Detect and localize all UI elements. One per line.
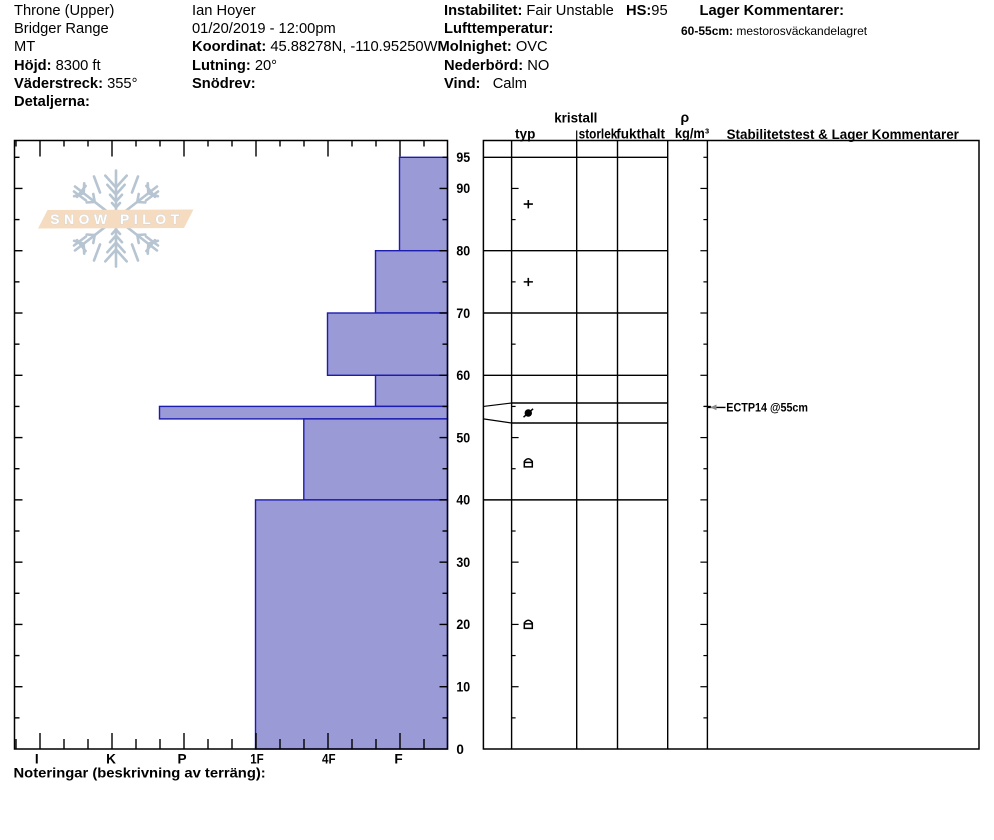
svg-text:50: 50 [456,430,470,445]
svg-text:30: 30 [456,555,470,570]
svg-text:kristall: kristall [554,110,597,126]
svg-text:20: 20 [456,617,470,632]
svg-text:1F: 1F [250,751,264,766]
svg-text:ρ: ρ [680,109,689,125]
svg-text:4F: 4F [322,751,336,766]
svg-text:I: I [35,751,39,766]
svg-text:Noteringar (beskrivning av ter: Noteringar (beskrivning av terräng): [14,764,266,780]
svg-text:SNOW PILOT: SNOW PILOT [50,212,183,227]
svg-text:0: 0 [456,742,464,757]
svg-text:10: 10 [456,680,470,695]
svg-text:storlek: storlek [579,126,618,142]
svg-text:60: 60 [456,368,470,383]
svg-text:K: K [106,751,116,766]
svg-text:40: 40 [456,493,470,508]
svg-text:70: 70 [456,306,470,321]
svg-text:P: P [177,751,186,766]
svg-text:fukthalt: fukthalt [616,126,665,142]
svg-text:Stabilitetstest & Lager Kommen: Stabilitetstest & Lager Kommentarer [727,126,960,142]
svg-text:90: 90 [456,181,470,196]
svg-text:F: F [394,751,402,766]
svg-text:ECTP14 @55cm: ECTP14 @55cm [726,402,808,415]
svg-text:kg/m³: kg/m³ [675,125,710,141]
svg-text:typ: typ [515,126,535,142]
svg-text:95: 95 [456,150,470,165]
svg-text:80: 80 [456,244,470,259]
